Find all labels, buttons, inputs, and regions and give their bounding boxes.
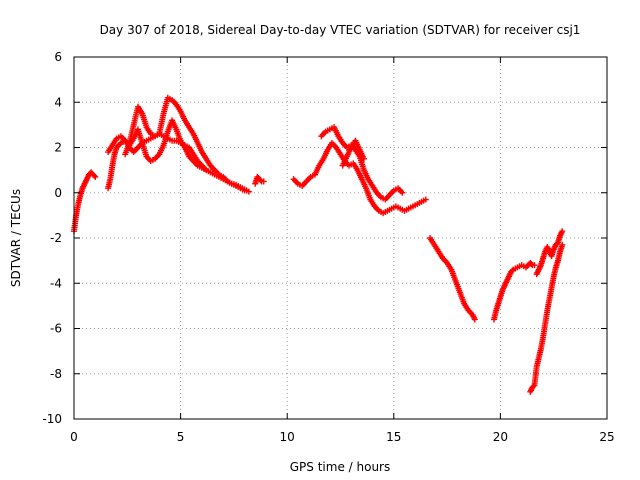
- data-point: [91, 172, 98, 179]
- data-point: [257, 177, 264, 184]
- series-seg-h: [339, 137, 367, 169]
- series-seg-i: [427, 235, 478, 323]
- data-point: [360, 155, 367, 162]
- x-tick-label: 10: [280, 430, 295, 444]
- series-seg-c: [105, 117, 210, 174]
- y-tick-label: 6: [54, 50, 62, 64]
- y-tick-label: 2: [54, 141, 62, 155]
- series-seg-k: [527, 241, 566, 395]
- y-tick-label: -2: [50, 231, 62, 245]
- y-tick-label: -8: [50, 367, 62, 381]
- data-point: [241, 187, 248, 194]
- series-seg-j: [491, 259, 538, 323]
- data-point: [92, 173, 99, 180]
- series-seg-e: [252, 173, 267, 187]
- data-point: [260, 178, 267, 185]
- series-seg-d: [122, 94, 248, 194]
- y-tick-label: 4: [54, 95, 62, 109]
- chart-title: Day 307 of 2018, Sidereal Day-to-day VTE…: [100, 23, 581, 37]
- data-point: [203, 167, 210, 174]
- x-tick-label: 25: [599, 430, 614, 444]
- data-point: [528, 261, 535, 268]
- data-point: [559, 228, 566, 235]
- data-point: [531, 262, 538, 269]
- x-tick-label: 5: [177, 430, 185, 444]
- y-tick-label: -10: [42, 412, 62, 426]
- data-point: [559, 241, 566, 248]
- y-tick-label: 0: [54, 186, 62, 200]
- x-tick-label: 20: [493, 430, 508, 444]
- y-tick-label: -4: [50, 276, 62, 290]
- axis-ticks: 0 5 10 15 20 25 -10 -8 -6 -4 -2 0 2 4 6: [42, 50, 614, 444]
- data-point: [509, 267, 516, 274]
- series-seg-l: [533, 228, 566, 278]
- x-tick-label: 15: [386, 430, 401, 444]
- data-point: [245, 188, 252, 195]
- data-point: [471, 316, 478, 323]
- x-tick-label: 0: [70, 430, 78, 444]
- data-point: [530, 383, 537, 390]
- data-point: [399, 189, 406, 196]
- series-seg-f: [290, 139, 429, 217]
- y-axis-label: SDTVAR / TECUs: [9, 189, 23, 287]
- data-points: [71, 94, 566, 395]
- y-tick-label: -6: [50, 322, 62, 336]
- data-point: [422, 196, 429, 203]
- x-axis-label: GPS time / hours: [290, 460, 391, 474]
